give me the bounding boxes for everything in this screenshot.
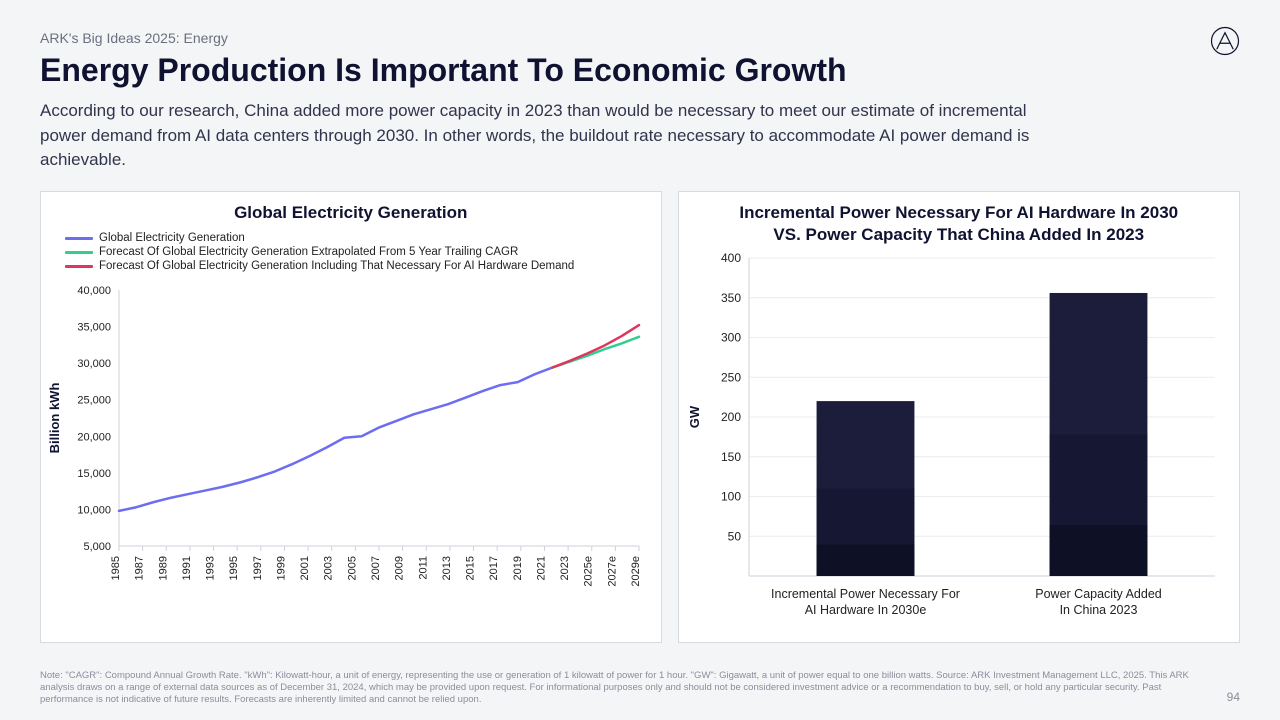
svg-text:AI Hardware In 2030e: AI Hardware In 2030e [804,603,926,617]
svg-text:1993: 1993 [205,556,217,580]
bar-chart-title: Incremental Power Necessary For AI Hardw… [679,192,1240,252]
bar-chart-title-line2: VS. Power Capacity That China Added In 2… [773,225,1144,244]
svg-text:1999: 1999 [275,556,287,580]
svg-text:1997: 1997 [252,556,264,580]
svg-text:2029e: 2029e [630,556,642,587]
svg-text:30,000: 30,000 [77,358,111,370]
bar-chart-svg: 50 100 150 200 250 300 350 400 GW Incremental Pow… [679,252,1235,638]
svg-text:350: 350 [720,291,740,305]
svg-text:In China 2023: In China 2023 [1059,603,1137,617]
legend-item: Global Electricity Generation [65,232,637,244]
svg-text:250: 250 [720,370,740,384]
svg-text:40,000: 40,000 [77,285,111,297]
svg-text:2019: 2019 [512,556,524,580]
svg-text:300: 300 [720,331,740,345]
kicker: ARK's Big Ideas 2025: Energy [40,30,1240,46]
legend-item: Forecast Of Global Electricity Generatio… [65,260,637,272]
svg-text:2017: 2017 [488,556,500,580]
svg-text:2001: 2001 [299,556,311,580]
svg-text:2007: 2007 [370,556,382,580]
svg-text:2023: 2023 [559,556,571,580]
legend-swatch-icon [65,251,93,254]
line-chart-legend: Global Electricity Generation Forecast O… [41,232,661,280]
footnote: Note: "CAGR": Compound Annual Growth Rat… [40,670,1200,706]
legend-label: Global Electricity Generation [99,232,245,244]
svg-text:5,000: 5,000 [83,541,111,553]
ark-logo-icon [1210,26,1240,56]
svg-text:1985: 1985 [110,556,122,580]
svg-text:1991: 1991 [181,556,193,580]
legend-label: Forecast Of Global Electricity Generatio… [99,246,518,258]
charts-row: Global Electricity Generation Global Ele… [40,191,1240,643]
line-chart-panel: Global Electricity Generation Global Ele… [40,191,662,643]
line-chart-svg: 5,000 10,000 15,000 20,000 25,000 30,000 35,00… [41,280,653,620]
svg-text:15,000: 15,000 [77,468,111,480]
svg-text:2009: 2009 [394,556,406,580]
svg-text:2027e: 2027e [606,556,618,587]
svg-text:Incremental Power Necessary Fo: Incremental Power Necessary For [771,587,960,601]
svg-text:2013: 2013 [441,556,453,580]
svg-text:1995: 1995 [228,556,240,580]
svg-text:10,000: 10,000 [77,504,111,516]
svg-text:20,000: 20,000 [77,431,111,443]
svg-text:25,000: 25,000 [77,395,111,407]
svg-text:Power Capacity Added: Power Capacity Added [1035,587,1162,601]
svg-text:2025e: 2025e [583,556,595,587]
bar-chart-title-line1: Incremental Power Necessary For AI Hardw… [739,203,1178,222]
svg-text:50: 50 [727,529,741,543]
svg-text:Billion kWh: Billion kWh [47,383,62,454]
svg-text:1987: 1987 [134,556,146,580]
legend-swatch-icon [65,237,93,240]
svg-text:1989: 1989 [157,556,169,580]
svg-text:400: 400 [720,252,740,265]
svg-text:2005: 2005 [346,556,358,580]
svg-text:GW: GW [687,405,702,428]
page-title: Energy Production Is Important To Econom… [40,52,1240,89]
line-chart-title: Global Electricity Generation [41,192,661,230]
legend-swatch-icon [65,265,93,268]
svg-text:2021: 2021 [535,556,547,580]
svg-text:200: 200 [720,410,740,424]
svg-text:2015: 2015 [465,556,477,580]
svg-text:35,000: 35,000 [77,322,111,334]
svg-text:2011: 2011 [417,556,429,580]
legend-label: Forecast Of Global Electricity Generatio… [99,260,574,272]
svg-text:2003: 2003 [323,556,335,580]
svg-text:100: 100 [720,490,740,504]
svg-text:150: 150 [720,450,740,464]
bar-chart-panel: Incremental Power Necessary For AI Hardw… [678,191,1241,643]
legend-item: Forecast Of Global Electricity Generatio… [65,246,637,258]
page-number: 94 [1227,690,1240,704]
subtitle: According to our research, China added m… [40,99,1070,173]
